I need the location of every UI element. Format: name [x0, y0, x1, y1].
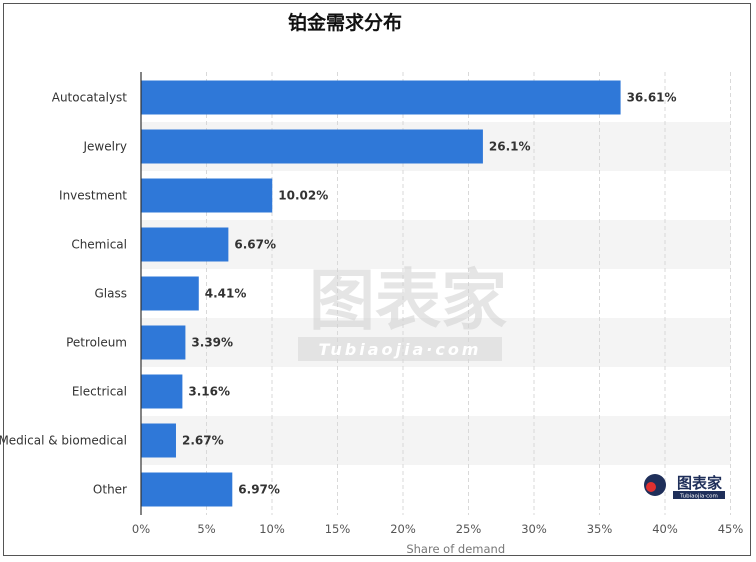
bar [141, 374, 183, 409]
x-tick-label: 45% [718, 522, 744, 536]
logo-sub-text: Tubiaojia·com [679, 494, 718, 500]
bar [141, 325, 186, 360]
data-label: 36.61% [627, 91, 677, 105]
watermark-sub-band [298, 337, 502, 361]
category-label: Other [93, 483, 127, 497]
data-label: 3.16% [188, 385, 230, 399]
row-band [141, 220, 731, 269]
data-label: 4.41% [205, 287, 247, 301]
bar [141, 129, 483, 164]
category-label: Investment [59, 189, 127, 203]
watermark-main-text: 图表家 [309, 262, 507, 339]
bar [141, 178, 273, 213]
category-label: Autocatalyst [52, 91, 128, 105]
x-tick-label: 5% [197, 522, 215, 536]
data-label: 3.39% [191, 336, 233, 350]
brand-logo: 图表家 Tubiaojia·com [644, 474, 725, 500]
bar [141, 227, 229, 262]
watermark-sub-text: Tubiaojia·com [319, 340, 482, 359]
category-label: Electrical [72, 385, 127, 399]
x-tick-label: 25% [456, 522, 482, 536]
bar [141, 80, 621, 115]
category-label: Jewelry [83, 140, 128, 154]
watermark: 图表家 Tubiaojia·com [298, 262, 507, 361]
category-label: Glass [95, 287, 128, 301]
row-band [141, 416, 731, 465]
bar [141, 423, 176, 458]
bar [141, 472, 233, 507]
data-label: 2.67% [182, 434, 224, 448]
x-tick-label: 35% [587, 522, 613, 536]
x-tick-label: 30% [521, 522, 547, 536]
x-tick-label: 20% [390, 522, 416, 536]
x-tick-label: 10% [259, 522, 285, 536]
x-tick-label: 0% [132, 522, 150, 536]
data-label: 6.97% [238, 483, 280, 497]
category-label: Chemical [71, 238, 127, 252]
data-label: 10.02% [278, 189, 328, 203]
category-label: Petroleum [66, 336, 127, 350]
x-axis-label: Share of demand [406, 542, 505, 556]
x-tick-label: 40% [652, 522, 678, 536]
category-label: Medical & biomedical [0, 434, 127, 448]
data-label: 6.67% [234, 238, 276, 252]
data-label: 26.1% [489, 140, 531, 154]
x-tick-label: 15% [325, 522, 351, 536]
logo-accent-icon [646, 482, 656, 492]
logo-sub-band [673, 491, 725, 499]
chart-title: 铂金需求分布 [287, 12, 402, 34]
logo-text: 图表家 [677, 474, 722, 492]
bar [141, 276, 199, 311]
